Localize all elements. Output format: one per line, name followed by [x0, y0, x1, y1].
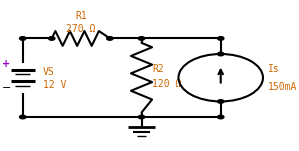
Circle shape: [218, 115, 224, 119]
Text: 12 V: 12 V: [42, 80, 66, 90]
Circle shape: [48, 37, 55, 40]
Text: +: +: [2, 59, 10, 69]
Text: VS: VS: [42, 67, 54, 77]
Circle shape: [138, 115, 145, 119]
Text: R1: R1: [75, 11, 87, 21]
Circle shape: [218, 100, 224, 103]
Text: R2: R2: [152, 64, 164, 74]
Circle shape: [19, 37, 26, 40]
Circle shape: [107, 37, 113, 40]
Circle shape: [19, 115, 26, 119]
Text: 270 Ω: 270 Ω: [66, 24, 95, 34]
Text: −: −: [2, 83, 11, 93]
Circle shape: [218, 37, 224, 40]
Circle shape: [218, 52, 224, 56]
Circle shape: [138, 37, 145, 40]
Text: Is: Is: [268, 64, 280, 74]
Text: 150mA: 150mA: [268, 82, 298, 92]
Text: 120 Ω: 120 Ω: [152, 79, 181, 89]
